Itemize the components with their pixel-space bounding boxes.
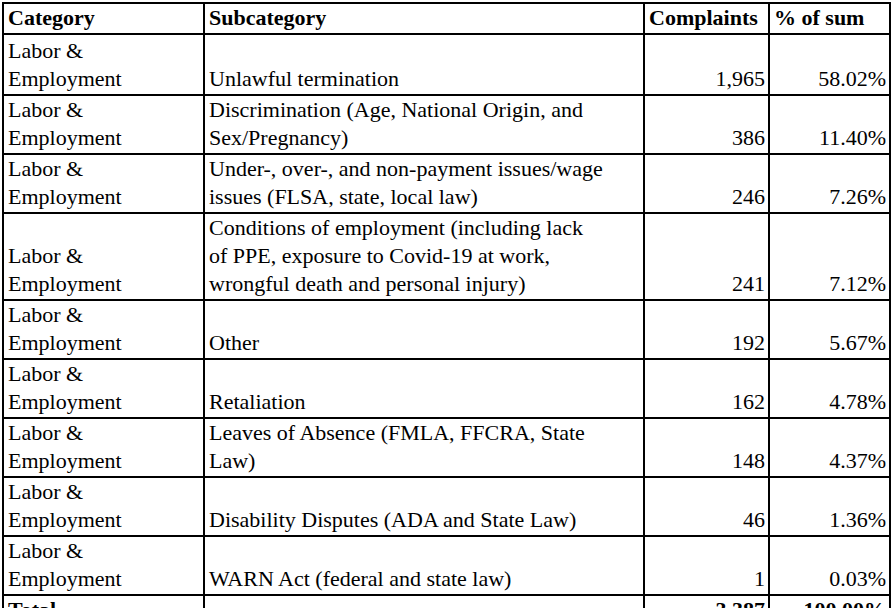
cell-subcategory: Retaliation [204,359,644,418]
cell-subcategory: Conditions of employment (including lack… [204,213,644,300]
header-pct-of-sum: % of sum [769,3,890,34]
header-row: Category Subcategory Complaints % of sum [3,3,890,34]
cell-complaints: 241 [644,213,769,300]
cell-pct-of-sum: 1.36% [769,477,890,536]
cell-complaints: 148 [644,418,769,477]
cell-complaints: 386 [644,95,769,154]
cell-category: Labor & Employment [3,213,204,300]
cell-pct-of-sum: 4.37% [769,418,890,477]
cell-category: Labor & Employment [3,154,204,213]
cell-pct-of-sum: 4.78% [769,359,890,418]
cell-pct-of-sum: 58.02% [769,34,890,95]
cell-subcategory: Disability Disputes (ADA and State Law) [204,477,644,536]
cell-subcategory: Discrimination (Age, National Origin, an… [204,95,644,154]
header-subcategory: Subcategory [204,3,644,34]
table-row: Labor & Employment WARN Act (federal and… [3,536,890,595]
cell-pct-of-sum: 0.03% [769,536,890,595]
table-container: Category Subcategory Complaints % of sum… [0,0,892,608]
cell-pct-of-sum: 7.12% [769,213,890,300]
cell-total-pct-of-sum: 100.00% [769,595,890,608]
cell-subcategory: Under-, over-, and non-payment issues/wa… [204,154,644,213]
cell-total-subcategory [204,595,644,608]
cell-category: Labor & Employment [3,477,204,536]
cell-pct-of-sum: 7.26% [769,154,890,213]
table-row: Labor & Employment Discrimination (Age, … [3,95,890,154]
cell-pct-of-sum: 5.67% [769,300,890,359]
cell-complaints: 1 [644,536,769,595]
cell-category: Labor & Employment [3,300,204,359]
cell-complaints: 1,965 [644,34,769,95]
cell-total-complaints: 3,387 [644,595,769,608]
cell-category: Labor & Employment [3,536,204,595]
table-row: Labor & Employment Conditions of employm… [3,213,890,300]
cell-complaints: 162 [644,359,769,418]
cell-category: Labor & Employment [3,418,204,477]
table-row: Labor & Employment Leaves of Absence (FM… [3,418,890,477]
table-row: Labor & Employment Under-, over-, and no… [3,154,890,213]
cell-subcategory: Other [204,300,644,359]
table-row: Labor & Employment Unlawful termination … [3,34,890,95]
cell-complaints: 46 [644,477,769,536]
cell-subcategory: Unlawful termination [204,34,644,95]
cell-pct-of-sum: 11.40% [769,95,890,154]
cell-subcategory: WARN Act (federal and state law) [204,536,644,595]
cell-category: Labor & Employment [3,359,204,418]
cell-complaints: 246 [644,154,769,213]
cell-subcategory: Leaves of Absence (FMLA, FFCRA, State La… [204,418,644,477]
cell-total-label: Total [3,595,204,608]
cell-category: Labor & Employment [3,95,204,154]
total-row: Total 3,387 100.00% [3,595,890,608]
table-row: Labor & Employment Disability Disputes (… [3,477,890,536]
header-complaints: Complaints [644,3,769,34]
cell-category: Labor & Employment [3,34,204,95]
table-row: Labor & Employment Retaliation 162 4.78% [3,359,890,418]
complaints-table: Category Subcategory Complaints % of sum… [2,2,891,608]
table-row: Labor & Employment Other 192 5.67% [3,300,890,359]
cell-complaints: 192 [644,300,769,359]
header-category: Category [3,3,204,34]
